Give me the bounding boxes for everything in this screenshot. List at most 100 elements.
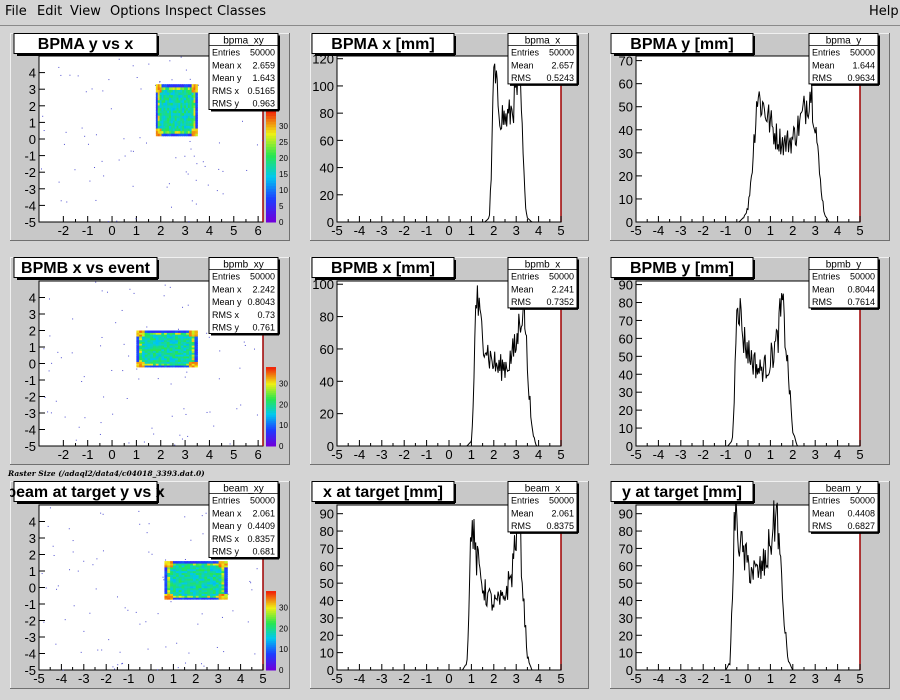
heatmap-cell — [183, 345, 187, 348]
heatmap-cell — [155, 133, 159, 137]
heatmap-cell — [190, 587, 194, 591]
x-tick-label: 3 — [513, 447, 520, 462]
stats-value: 0.8375 — [546, 521, 574, 531]
palette-segment — [266, 174, 276, 178]
scatter-point — [138, 378, 140, 380]
heatmap-cell — [210, 595, 214, 598]
palette-segment — [266, 216, 276, 220]
heatmap-cell — [167, 587, 171, 591]
stats-key: RMS y — [212, 547, 240, 557]
heatmap-cell — [169, 122, 172, 126]
heatmap-cell — [198, 580, 203, 583]
heatmap-cell — [207, 597, 211, 600]
stats-key: Mean — [812, 60, 835, 70]
y-tick-label: 40 — [320, 161, 334, 176]
scatter-point — [72, 318, 74, 320]
palette-segment — [266, 634, 276, 637]
heatmap-cell — [177, 350, 182, 353]
menu-file[interactable]: File — [5, 4, 27, 19]
palette-segment — [266, 208, 276, 212]
heatmap-cell — [166, 364, 171, 368]
scatter-point — [132, 150, 134, 152]
scatter-point — [179, 434, 181, 436]
heatmap-cell — [193, 109, 196, 114]
heatmap-cell — [180, 341, 185, 344]
menu-inspect[interactable]: Inspect — [165, 4, 213, 19]
menu-edit[interactable]: Edit — [37, 4, 63, 19]
heatmap-cell — [141, 361, 146, 364]
stats-value: 0.4409 — [247, 521, 275, 531]
scatter-point — [73, 605, 75, 607]
scatter-point — [206, 411, 208, 413]
heatmap-cell — [204, 566, 208, 570]
heatmap-cell — [195, 570, 200, 574]
heatmap-cell — [182, 130, 185, 134]
palette-segment — [266, 622, 276, 626]
scatter-point — [190, 148, 192, 150]
heatmap-cell — [176, 91, 180, 96]
heatmap-cell — [215, 585, 220, 589]
heatmap-cell — [191, 334, 196, 337]
heatmap-cell — [210, 581, 214, 585]
heatmap-cell — [152, 359, 157, 362]
heatmap-cell — [183, 334, 187, 337]
heatmap-cell — [186, 335, 190, 339]
heatmap-cell — [178, 595, 183, 598]
heatmap-cell — [181, 593, 185, 596]
heatmap-cell — [178, 570, 183, 574]
heatmap-cell — [167, 109, 170, 114]
stats-name: beam_y — [826, 484, 862, 495]
heatmap-cell — [167, 566, 171, 570]
heatmap-cell — [174, 125, 178, 129]
heatmap-cell — [172, 330, 176, 333]
heatmap-cell — [218, 578, 223, 581]
heatmap-cell — [192, 591, 197, 594]
heatmap-cell — [185, 102, 189, 106]
heatmap-cell — [195, 587, 200, 591]
heatmap-cell — [169, 107, 172, 111]
heatmap-cell — [155, 348, 160, 352]
heatmap-cell — [185, 99, 189, 103]
heatmap-cell — [210, 589, 214, 593]
heatmap-cell — [195, 585, 200, 589]
heatmap-cell — [175, 335, 179, 339]
heatmap-cell — [166, 330, 171, 333]
menu-options[interactable]: Options — [110, 4, 161, 19]
menu-help[interactable]: Help — [869, 4, 899, 19]
heatmap-cell — [212, 589, 217, 593]
heatmap-cell — [141, 348, 146, 352]
heatmap-cell — [224, 562, 228, 566]
heatmap-cell — [204, 585, 208, 589]
menu-view[interactable]: View — [70, 4, 101, 19]
heatmap-cell — [207, 578, 211, 581]
menu-classes[interactable]: Classes — [217, 4, 266, 19]
stats-key: Entries — [812, 48, 841, 58]
palette-segment — [266, 664, 276, 667]
heatmap-cell — [166, 332, 171, 335]
scatter-point — [123, 138, 125, 140]
heatmap-cell — [187, 104, 191, 108]
heatmap-cell — [183, 359, 187, 362]
palette-segment — [266, 591, 276, 594]
heatmap-cell — [163, 130, 166, 134]
heatmap-cell — [169, 346, 173, 350]
y-tick-label: 3 — [29, 531, 36, 546]
x-tick-label: -5 — [331, 671, 343, 686]
heatmap-cell — [193, 97, 196, 101]
heatmap-cell — [172, 337, 176, 341]
heatmap-cell — [161, 99, 164, 103]
heatmap-cell — [170, 120, 174, 124]
y-tick-label: -4 — [24, 423, 36, 438]
heatmap-cell — [192, 578, 197, 581]
scatter-point — [58, 66, 60, 68]
heatmap-cell — [198, 574, 203, 577]
heatmap-cell — [165, 102, 168, 106]
scatter-point — [187, 173, 189, 175]
palette-segment — [266, 646, 276, 649]
heatmap-cell — [195, 89, 198, 93]
heatmap-cell — [185, 109, 189, 114]
heatmap-cell — [161, 97, 164, 101]
heatmap-cell — [193, 117, 196, 121]
heatmap-cell — [164, 580, 168, 583]
